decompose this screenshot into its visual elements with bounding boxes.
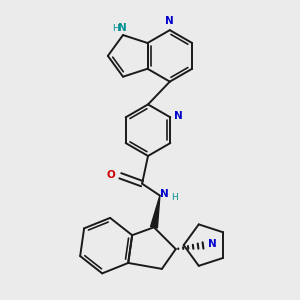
- Text: H: H: [171, 193, 178, 202]
- Text: N: N: [208, 239, 217, 249]
- Text: O: O: [107, 170, 116, 180]
- Text: N: N: [118, 23, 126, 33]
- Polygon shape: [151, 196, 160, 228]
- Text: N: N: [165, 16, 174, 26]
- Text: N: N: [160, 189, 169, 199]
- Text: N: N: [174, 111, 183, 121]
- Text: H: H: [112, 24, 118, 33]
